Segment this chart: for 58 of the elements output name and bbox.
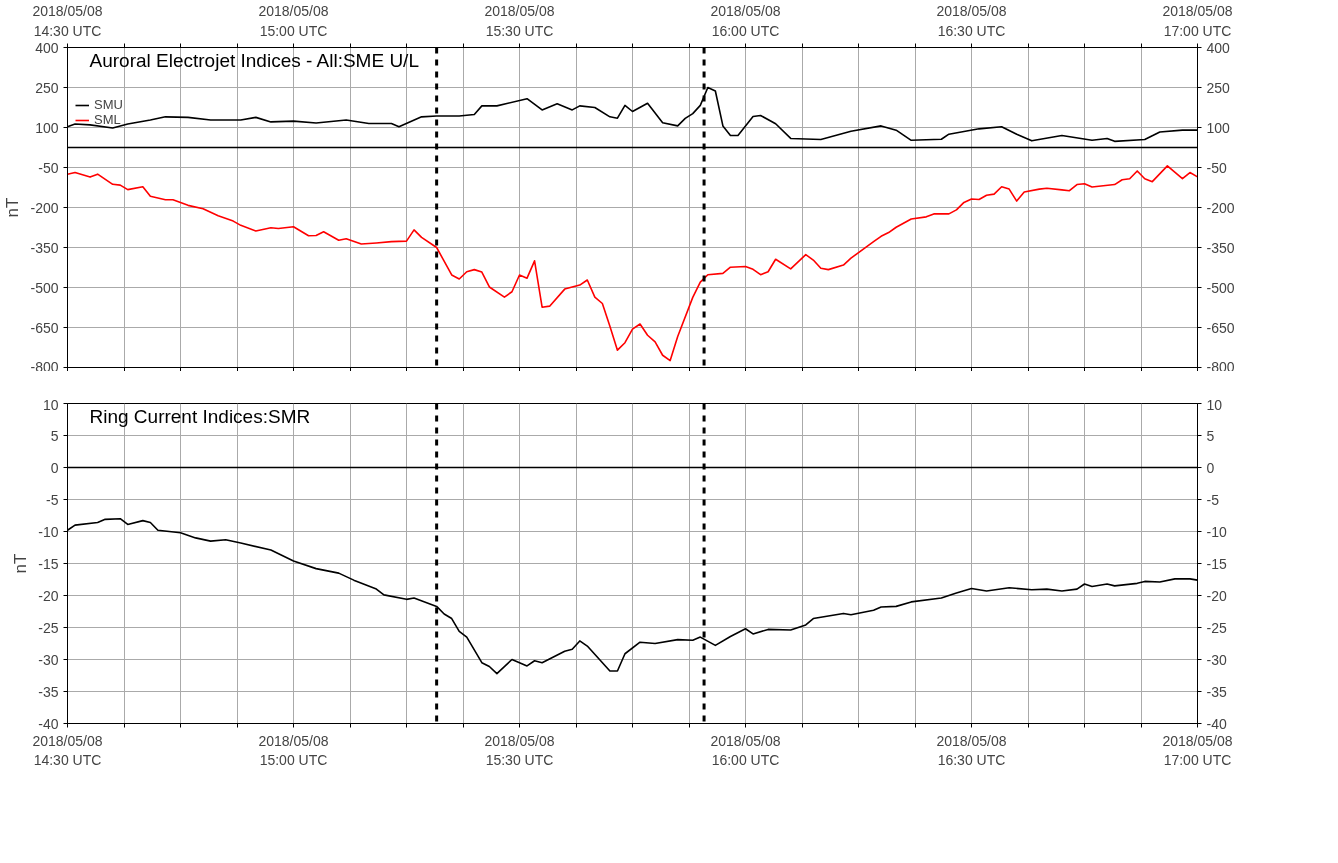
y2-tick-label: -50 [1206, 159, 1227, 176]
y-tick-label: 5 [50, 427, 59, 444]
y-tick-label: -650 [30, 319, 59, 336]
x-tick-label: 2018/05/08 17:00 UTC [1162, 732, 1233, 768]
x2-tick-label: 2018/05/08 14:30 UTC [32, 3, 103, 39]
y-tick-label: -10 [38, 523, 59, 540]
x-tick-label: 2018/05/08 16:00 UTC [710, 732, 781, 768]
y2-tick-label: -40 [1206, 715, 1227, 732]
x-tick-label: 2018/05/08 15:30 UTC [484, 732, 555, 768]
y2-tick-label: -25 [1206, 619, 1227, 636]
x2-tick-label: 2018/05/08 16:00 UTC [710, 3, 781, 39]
y-tick-label: 0 [50, 459, 59, 476]
y-tick-label: -40 [38, 715, 59, 732]
y-axis-title: nT [11, 553, 31, 574]
x-tick-label: 2018/05/08 15:00 UTC [258, 732, 329, 768]
y2-tick-label: 250 [1206, 79, 1231, 96]
y2-tick-label: 10 [1206, 396, 1223, 413]
x2-tick-label: 2018/05/08 17:00 UTC [1162, 3, 1233, 39]
y-tick-label: -15 [38, 555, 59, 572]
y2-tick-label: -15 [1206, 555, 1227, 572]
y-tick-label: -5 [46, 491, 59, 508]
y2-tick-label: -650 [1206, 319, 1235, 336]
y2-tick-label: -350 [1206, 239, 1235, 256]
x2-tick-label: 2018/05/08 15:30 UTC [484, 3, 555, 39]
y-tick-label: -25 [38, 619, 59, 636]
y2-tick-label: -200 [1206, 199, 1235, 216]
y2-tick-label: -800 [1206, 358, 1235, 375]
y-tick-label: -200 [30, 199, 59, 216]
y-tick-label: -50 [38, 159, 59, 176]
y2-tick-label: 0 [1206, 459, 1215, 476]
y-tick-label: 100 [35, 119, 59, 136]
y-tick-label: -20 [38, 587, 59, 604]
y2-tick-label: -5 [1206, 491, 1220, 508]
y-tick-label: -800 [30, 358, 59, 375]
y-axis-title: nT [3, 197, 23, 218]
x2-tick-label: 2018/05/08 16:30 UTC [936, 3, 1007, 39]
y2-tick-label: -20 [1206, 587, 1227, 604]
x-tick-label: 2018/05/08 16:30 UTC [936, 732, 1007, 768]
y-tick-label: -35 [38, 683, 59, 700]
y2-tick-label: 400 [1206, 39, 1231, 56]
chart-title: Auroral Electrojet Indices - All:SME U/L [89, 49, 419, 71]
y-tick-label: -500 [30, 279, 59, 296]
legend-label: SML [94, 112, 121, 127]
y2-tick-label: -35 [1206, 683, 1227, 700]
y-tick-label: -350 [30, 239, 59, 256]
legend-label: SMU [94, 97, 123, 112]
x2-tick-label: 2018/05/08 15:00 UTC [258, 3, 329, 39]
y2-tick-label: 100 [1206, 119, 1231, 136]
y2-tick-label: -30 [1206, 651, 1227, 668]
y-tick-label: 10 [42, 396, 59, 413]
y-tick-label: 250 [35, 79, 59, 96]
y-tick-label: 400 [35, 39, 59, 56]
y2-tick-label: -10 [1206, 523, 1227, 540]
y2-tick-label: -500 [1206, 279, 1235, 296]
y2-tick-label: 5 [1206, 427, 1215, 444]
y-tick-label: -30 [38, 651, 59, 668]
chart-title: Ring Current Indices:SMR [89, 405, 311, 427]
x-tick-label: 2018/05/08 14:30 UTC [32, 732, 103, 768]
